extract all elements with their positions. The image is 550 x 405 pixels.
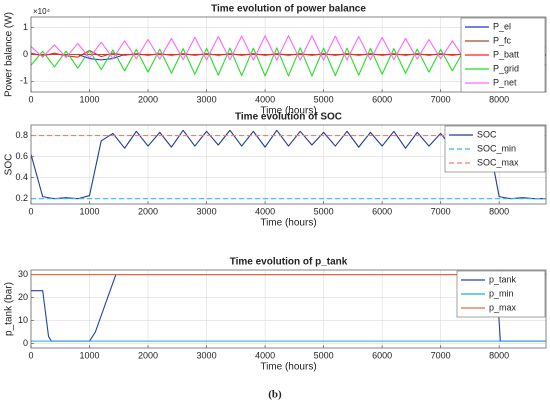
y-axis-label: SOC (4, 154, 15, 176)
x-tick-label: 8000 (489, 94, 509, 104)
legend-label: P_el (493, 21, 511, 31)
x-tick-label: 8000 (489, 350, 509, 360)
x-tick-label: 7000 (431, 94, 451, 104)
y-tick-label: 0.6 (15, 151, 28, 161)
series-line (31, 49, 546, 58)
x-tick-label: 7000 (431, 206, 451, 216)
series-line (31, 35, 546, 61)
x-tick-label: 6000 (372, 206, 392, 216)
legend-label: SOC (477, 129, 497, 139)
y-tick-label: 0.4 (15, 172, 28, 182)
subplot: 0 1000 2000 3000 4000 5000 6000 7000 8000 0 10 20 30… (4, 257, 547, 373)
legend: P_el P_fc P_batt P_grid P_net (460, 17, 546, 93)
legend-label: P_net (493, 77, 517, 87)
legend-label: P_batt (493, 49, 520, 59)
y-tick-label: 10 (18, 315, 28, 325)
subplot: 0 1000 2000 3000 4000 5000 6000 7000 8000 0.2 0.4 0… (4, 112, 547, 229)
x-tick-label: 3000 (197, 94, 217, 104)
x-tick-label: 0 (28, 94, 33, 104)
x-tick-label: 6000 (372, 350, 392, 360)
x-tick-label: 4000 (255, 94, 275, 104)
legend-label: P_fc (493, 35, 512, 45)
legend-label: p_max (489, 302, 517, 312)
legend-box (460, 17, 546, 93)
x-tick-label: 2000 (138, 350, 158, 360)
x-tick-label: 0 (28, 206, 33, 216)
y-multiplier: ×10⁴ (33, 7, 51, 16)
x-tick-label: 5000 (314, 206, 334, 216)
x-tick-label: 8000 (489, 206, 509, 216)
x-axis-label: Time (hours) (260, 362, 316, 373)
x-axis-label: Time (hours) (260, 106, 316, 117)
chart-title: Time evolution of power balance (211, 4, 366, 15)
x-tick-label: 4000 (255, 350, 275, 360)
y-tick-label: 0 (23, 338, 28, 348)
legend: SOC SOC_min SOC_max (444, 125, 546, 173)
legend-label: p_tank (489, 274, 517, 284)
subplot: 0 1000 2000 3000 4000 5000 6000 7000 8000-101Tim… (4, 4, 547, 117)
legend-label: P_grid (493, 63, 519, 73)
chart-title: Time evolution of p_tank (230, 257, 348, 268)
x-axis-label: Time (hours) (260, 218, 316, 229)
legend-label: SOC_min (477, 143, 516, 153)
x-tick-label: 2000 (138, 94, 158, 104)
series-group (31, 35, 546, 77)
caption: (b) (268, 389, 282, 401)
y-axis-label: p_tank (bar) (4, 282, 15, 336)
y-tick-label: 0 (23, 49, 28, 59)
x-tick-label: 3000 (197, 206, 217, 216)
x-tick-label: 5000 (314, 350, 334, 360)
y-tick-label: 30 (18, 269, 28, 279)
x-tick-label: 1000 (80, 350, 100, 360)
legend-label: SOC_max (477, 157, 519, 167)
chart-title: Time evolution of SOC (235, 112, 342, 123)
legend-label: p_min (489, 288, 514, 298)
y-tick-label: 1 (23, 22, 28, 32)
y-tick-label: 0.2 (15, 193, 28, 203)
x-tick-label: 7000 (431, 350, 451, 360)
y-axis-label: Power balance (W) (4, 12, 15, 97)
axes-frame (30, 269, 547, 349)
axes-frame (30, 16, 547, 93)
x-tick-label: 2000 (138, 206, 158, 216)
series-line (31, 47, 546, 77)
x-tick-label: 3000 (197, 350, 217, 360)
x-tick-label: 1000 (80, 94, 100, 104)
x-tick-label: 0 (28, 350, 33, 360)
x-tick-label: 6000 (372, 94, 392, 104)
y-tick-label: -1 (20, 76, 28, 86)
y-tick-label: 20 (18, 292, 28, 302)
y-tick-label: 0.8 (15, 130, 28, 140)
x-tick-label: 4000 (255, 206, 275, 216)
axes-frame (30, 124, 547, 205)
x-tick-label: 1000 (80, 206, 100, 216)
legend: p_tank p_min p_max (456, 270, 546, 318)
x-tick-label: 5000 (314, 94, 334, 104)
